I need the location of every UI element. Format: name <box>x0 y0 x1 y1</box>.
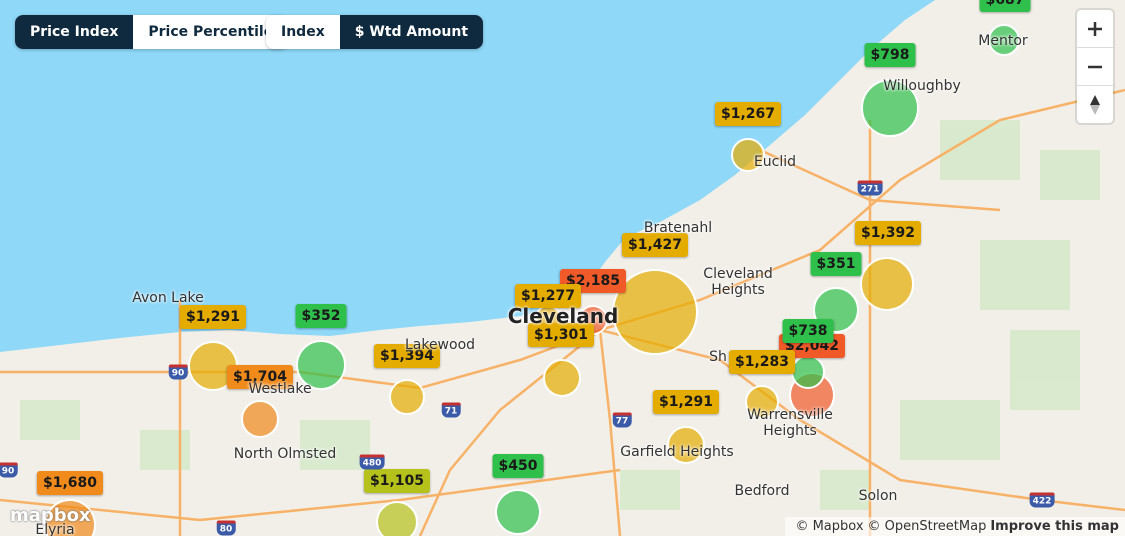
toggle-group: Index $ Wtd Amount <box>266 15 484 49</box>
highway-shield: 90 <box>168 364 188 380</box>
toggle-option[interactable]: Price Percentile <box>133 15 289 49</box>
place-label: North Olmsted <box>233 446 337 462</box>
marker-label[interactable]: $1,283 <box>728 350 796 374</box>
marker-label[interactable]: $351 <box>810 252 862 276</box>
marker-circle[interactable] <box>745 385 779 419</box>
marker-label[interactable]: $1,427 <box>621 233 689 257</box>
highway-shield: 77 <box>612 412 632 428</box>
marker-circle[interactable] <box>731 138 765 172</box>
marker-label[interactable]: $1,291 <box>179 305 247 329</box>
marker-circle[interactable] <box>389 379 425 415</box>
marker-label[interactable]: $1,267 <box>714 102 782 126</box>
place-label: Bedford <box>734 483 790 499</box>
marker-circle[interactable] <box>495 489 541 535</box>
attribution-link[interactable]: © OpenStreetMap <box>867 519 987 534</box>
place-label: Mentor <box>978 33 1028 49</box>
zoom-in[interactable] <box>1077 10 1113 48</box>
highway-shield: 90 <box>0 462 18 478</box>
place-label: Elyria <box>35 522 75 536</box>
marker-circle[interactable] <box>296 340 346 390</box>
marker-label[interactable]: $1,392 <box>854 221 922 245</box>
zoom-controls <box>1077 10 1113 123</box>
highway-shield: 80 <box>216 520 236 536</box>
marker-circle[interactable] <box>860 257 914 311</box>
highway-shield: 271 <box>857 180 883 196</box>
place-label: Garfield Heights <box>620 444 734 460</box>
compass[interactable] <box>1077 86 1113 123</box>
marker-label[interactable]: $352 <box>295 304 347 328</box>
attribution: © Mapbox © OpenStreetMap Improve this map <box>785 517 1125 536</box>
place-label: Sh <box>709 349 727 365</box>
marker-circle[interactable] <box>861 79 919 137</box>
place-label: Willoughby <box>883 78 961 94</box>
lake <box>0 0 935 352</box>
place-label: Lakewood <box>404 337 476 353</box>
place-label: Euclid <box>753 154 797 170</box>
mapbox-logo[interactable]: mapbox <box>10 505 91 526</box>
marker-label[interactable]: $1,301 <box>527 323 595 347</box>
marker-label[interactable]: $1,394 <box>373 344 441 368</box>
highway-shield: 422 <box>1029 492 1055 508</box>
place-label: Bratenahl <box>643 220 713 236</box>
marker-label[interactable]: $1,291 <box>652 390 720 414</box>
marker-label[interactable]: $798 <box>864 43 916 67</box>
marker-circle[interactable] <box>241 400 279 438</box>
marker-circle[interactable] <box>667 426 705 464</box>
marker-label[interactable]: $687 <box>979 0 1031 12</box>
zoom-out[interactable] <box>1077 48 1113 86</box>
place-label: Avon Lake <box>132 290 204 306</box>
toggle-option[interactable]: Price Index <box>15 15 134 49</box>
parks <box>20 120 1100 510</box>
marker-label[interactable]: $1,105 <box>363 469 431 493</box>
minus-icon <box>1088 65 1102 68</box>
place-label: Warrensville Heights <box>747 407 833 439</box>
marker-label[interactable]: $1,277 <box>514 284 582 308</box>
marker-circle[interactable] <box>988 24 1020 56</box>
toggle-option[interactable]: Index <box>266 15 340 49</box>
toggle-option[interactable]: $ Wtd Amount <box>339 15 484 49</box>
place-label: Cleveland Heights <box>703 266 773 298</box>
attribution-link[interactable]: © Mapbox <box>795 519 864 534</box>
marker-circle[interactable] <box>543 359 581 397</box>
marker-circle[interactable] <box>44 499 96 536</box>
place-label: Solon <box>858 488 898 504</box>
highway-shield: 480 <box>359 454 385 470</box>
marker-circle[interactable] <box>376 501 418 536</box>
toggle-group: Price Index Price Percentile <box>15 15 289 49</box>
marker-label[interactable]: $1,704 <box>226 365 294 389</box>
place-label: Westlake <box>248 381 312 397</box>
marker-label[interactable]: $1,680 <box>36 471 104 495</box>
highway-shield: 71 <box>441 402 461 418</box>
attribution-link[interactable]: Improve this map <box>990 519 1119 534</box>
marker-circle[interactable] <box>791 355 825 389</box>
marker-label[interactable]: $738 <box>782 319 834 343</box>
compass-icon <box>1090 94 1100 115</box>
marker-circle[interactable] <box>612 269 698 355</box>
marker-label[interactable]: $450 <box>492 454 544 478</box>
plus-icon <box>1088 21 1102 36</box>
place-label: Cleveland <box>507 304 619 328</box>
